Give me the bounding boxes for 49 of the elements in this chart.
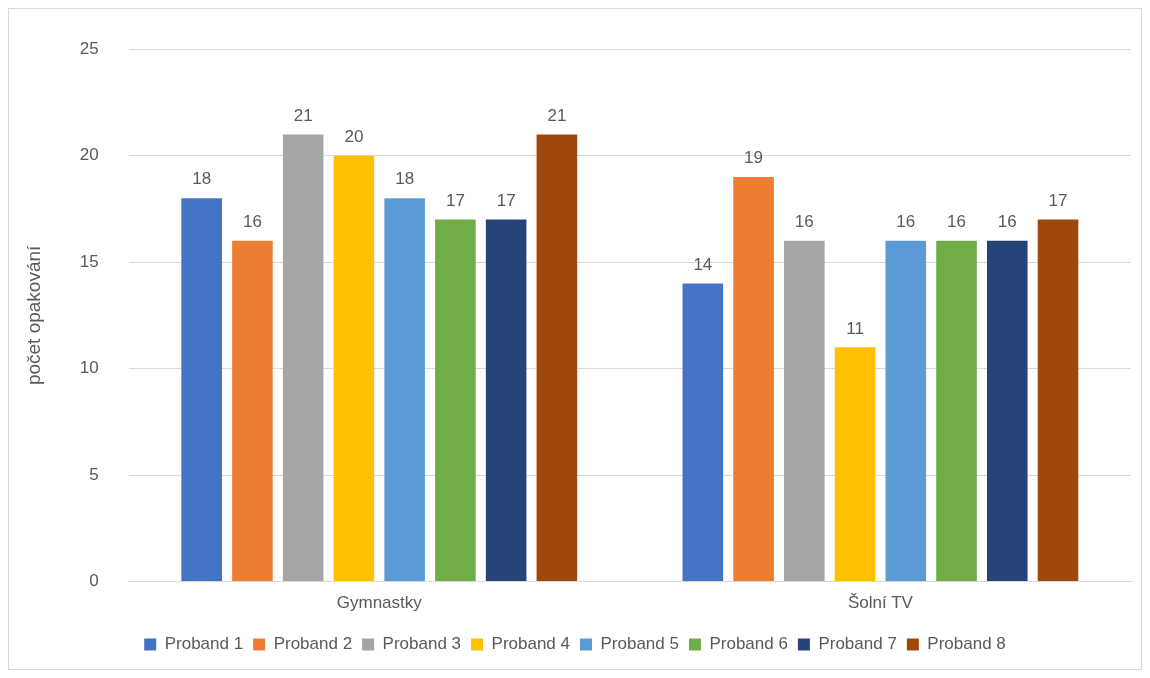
legend-label: Proband 3: [382, 634, 462, 654]
data-label: 16: [947, 212, 966, 232]
data-label: 11: [846, 318, 864, 338]
bar: [784, 240, 825, 582]
y-tick-label: 25: [79, 38, 99, 58]
legend-label: Proband 6: [709, 634, 788, 654]
data-label: 21: [293, 105, 313, 125]
legend-label: Proband 1: [164, 634, 244, 654]
legend-label: Proband 8: [927, 634, 1006, 654]
y-tick-label: 15: [79, 251, 99, 271]
data-label: 20: [344, 126, 364, 146]
data-label: 16: [896, 212, 916, 232]
data-label: 17: [496, 190, 516, 210]
bar: [536, 134, 578, 582]
data-label: 19: [744, 148, 764, 168]
data-label: 17: [445, 190, 465, 210]
bar: [282, 134, 324, 582]
data-label: 16: [242, 212, 262, 232]
data-label: 14: [693, 254, 713, 274]
bar: [435, 219, 476, 582]
bar: [1037, 219, 1079, 582]
bar: [885, 240, 927, 582]
x-tick-label: Šolní TV: [847, 593, 914, 613]
bar: [733, 176, 774, 582]
data-label: 21: [547, 105, 567, 125]
bar: [986, 240, 1028, 582]
legend-label: Proband 5: [600, 634, 679, 654]
bar: [485, 219, 527, 582]
y-tick-label: 20: [79, 145, 99, 165]
y-tick-label: 5: [89, 464, 99, 484]
data-label: 16: [794, 212, 814, 232]
data-label: 18: [192, 169, 212, 189]
data-label: 16: [997, 212, 1017, 232]
bar: [682, 283, 724, 582]
bar: [384, 198, 425, 582]
data-label: 18: [395, 169, 415, 189]
legend-label: Proband 4: [491, 634, 570, 654]
y-tick-label: 0: [89, 571, 99, 591]
legend-label: Proband 2: [273, 634, 353, 654]
y-tick-label: 10: [79, 358, 99, 378]
bar: [333, 155, 375, 582]
bar: [232, 240, 273, 582]
legend-label: Proband 7: [818, 634, 897, 654]
bar: [181, 198, 222, 582]
x-tick-label: Gymnastky: [336, 593, 423, 613]
bar: [834, 347, 876, 582]
bar: [936, 240, 977, 582]
y-axis-title: počet opakování: [22, 244, 44, 386]
data-label: 17: [1048, 190, 1068, 210]
